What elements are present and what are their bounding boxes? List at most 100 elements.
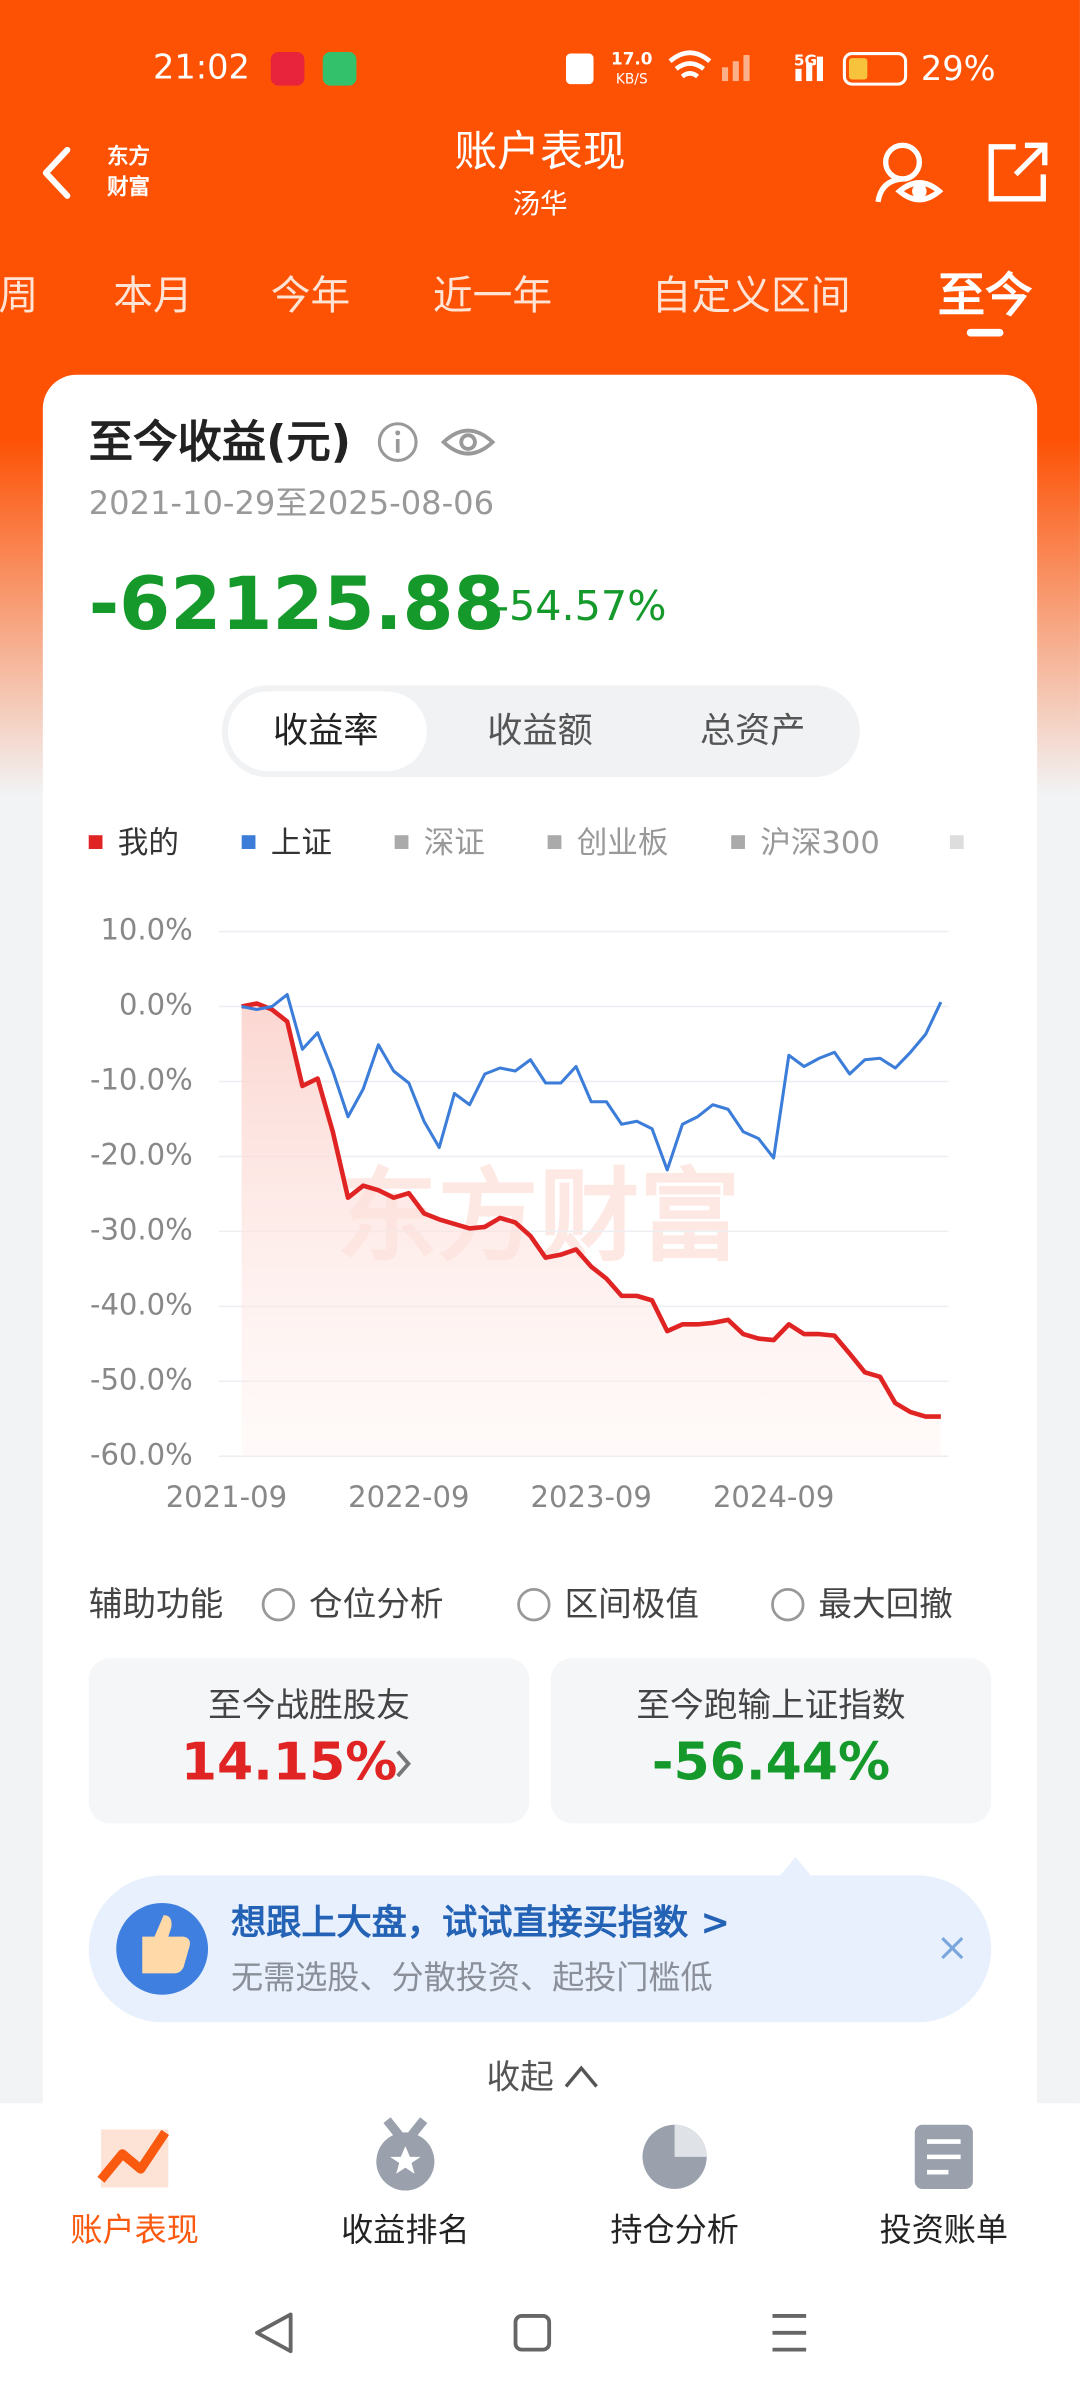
stat-box[interactable]: [88, 1658, 530, 1824]
wifi-icon: [668, 50, 712, 79]
status-time: 21:02: [153, 47, 250, 86]
legend-swatch: [949, 835, 964, 849]
logo-text: 东方: [107, 144, 150, 170]
signal-icon: [816, 56, 823, 82]
nav-label[interactable]: 账户表现: [70, 2211, 198, 2249]
date-range: 2021-10-29至2025-08-06: [89, 484, 494, 522]
x-tick-label: 2023-09: [531, 1480, 652, 1514]
network-speed: 17.0: [611, 49, 652, 69]
privacy-button[interactable]: [875, 142, 944, 203]
profit-rate: -54.57%: [494, 582, 666, 630]
promo-icon-thumb: [142, 1915, 190, 1974]
view-switch-selected: [227, 691, 427, 771]
info-icon-dot: [395, 430, 401, 436]
legend-label[interactable]: 创业板: [577, 826, 669, 861]
summary-title: 至今收益(元): [89, 417, 351, 468]
signal-icon: [795, 68, 802, 82]
nav-icon: [383, 2117, 428, 2139]
signal-icon: [743, 55, 750, 82]
page-subtitle: 汤华: [512, 188, 567, 220]
nfc-icon: [565, 53, 594, 85]
signal-icon: [806, 62, 813, 82]
system-menu[interactable]: [772, 2314, 807, 2352]
nav-icon: [390, 2146, 421, 2174]
y-tick-label: 10.0%: [100, 913, 192, 947]
y-tick-label: -10.0%: [90, 1062, 193, 1096]
stat-label: 至今战胜股友: [208, 1686, 410, 1725]
chevron: [396, 1750, 411, 1778]
promo-notch: [780, 1857, 811, 1876]
nav-label[interactable]: 持仓分析: [610, 2211, 738, 2249]
stat-value: -56.44%: [652, 1732, 890, 1792]
battery-icon: [842, 52, 908, 86]
signal-icon: [722, 67, 729, 82]
info-icon[interactable]: [377, 422, 418, 462]
nav-icon: [97, 2129, 170, 2183]
promo-close[interactable]: [941, 1937, 964, 1960]
system-home[interactable]: [513, 2314, 552, 2352]
view-tab[interactable]: 收益率: [273, 711, 379, 752]
signal-icon: [732, 61, 739, 82]
period-tab[interactable]: 本月: [113, 273, 193, 319]
series-line: [241, 1001, 941, 1419]
stat-value: 14.15%: [181, 1732, 398, 1792]
y-tick-label: -60.0%: [90, 1437, 193, 1471]
back-button[interactable]: [42, 146, 71, 199]
legend-label[interactable]: 我的: [118, 826, 179, 861]
period-tab[interactable]: 至今: [938, 268, 1033, 323]
period-tab[interactable]: 近一年: [433, 273, 552, 319]
info-icon-mark: [395, 439, 400, 453]
system-back[interactable]: [255, 2312, 293, 2354]
x-tick-label: 2021-09: [166, 1480, 287, 1514]
logo-text: 财富: [107, 174, 150, 200]
x-tick-label: 2022-09: [348, 1480, 469, 1514]
period-tab[interactable]: 今年: [271, 273, 351, 319]
area-fill: [241, 1003, 941, 1457]
tool-option[interactable]: 区间极值: [564, 1585, 699, 1624]
tool-option[interactable]: 最大回撤: [818, 1585, 953, 1624]
collapse-icon: [564, 2065, 598, 2088]
battery-level: [848, 58, 868, 80]
legend-swatch: [241, 835, 256, 849]
legend-label[interactable]: 上证: [271, 826, 332, 861]
tab-indicator: [966, 328, 1004, 337]
battery-percent: 29%: [921, 49, 996, 88]
period-tab[interactable]: 周: [0, 273, 38, 319]
promo-title: 想跟上大盘，试试直接买指数 >: [231, 1902, 730, 1943]
legend-swatch: [394, 835, 409, 849]
legend-swatch: [731, 835, 745, 849]
stat-box: [550, 1658, 992, 1824]
eye-icon-pupil: [459, 433, 477, 451]
legend-swatch: [88, 835, 103, 849]
radio[interactable]: [771, 1587, 805, 1622]
view-tab[interactable]: 总资产: [700, 711, 806, 752]
legend-label[interactable]: 深证: [424, 826, 485, 861]
period-tab[interactable]: 自定义区间: [652, 273, 851, 319]
nav-label[interactable]: 投资账单: [880, 2211, 1008, 2249]
radio[interactable]: [261, 1587, 296, 1622]
eye-icon[interactable]: [440, 428, 496, 456]
nav-icon: [674, 2124, 707, 2157]
profit-amount: -62125.88: [89, 562, 505, 647]
legend-label[interactable]: 沪深300: [760, 826, 880, 861]
logo: [94, 140, 163, 205]
y-tick-label: -40.0%: [90, 1287, 193, 1321]
y-tick-label: -50.0%: [90, 1362, 193, 1396]
share-button[interactable]: [988, 142, 1048, 202]
tool-option[interactable]: 仓位分析: [309, 1585, 444, 1624]
page-title: 账户表现: [454, 127, 625, 177]
series-line: [241, 993, 943, 1172]
radio[interactable]: [517, 1587, 551, 1622]
y-tick-label: -20.0%: [90, 1137, 193, 1171]
nav-label[interactable]: 收益排名: [341, 2211, 469, 2249]
y-tick-label: 0.0%: [119, 988, 193, 1022]
nav-icon: [926, 2139, 961, 2175]
app-icon: [322, 52, 357, 86]
collapse-button[interactable]: 收起: [486, 2057, 553, 2096]
promo-banner[interactable]: [88, 1875, 992, 2023]
view-tab[interactable]: 收益额: [487, 711, 593, 752]
legend-swatch: [547, 835, 562, 849]
promo-subtitle: 无需选股、分散投资、起投门槛低: [231, 1958, 713, 1996]
